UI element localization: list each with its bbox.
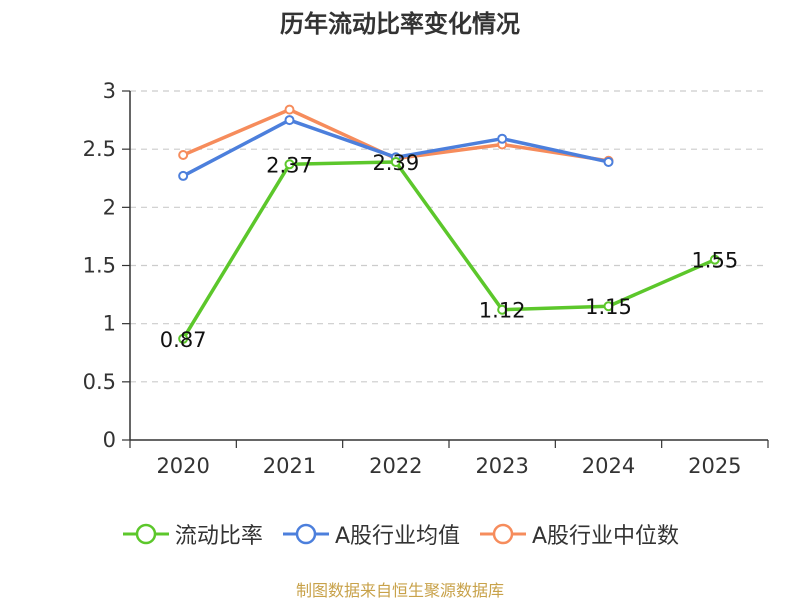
source-note: 制图数据来自恒生聚源数据库 (295, 581, 504, 600)
legend-item-industry-median[interactable]: A股行业中位数 (478, 518, 679, 550)
data-point (390, 156, 401, 167)
legend-marker-current-ratio (122, 523, 169, 545)
data-point (284, 115, 295, 126)
line-chart: 0 0.5 1 1.5 2 2.5 3 2020 2021 2022 2023 2024 2025 0.8… (83, 79, 769, 478)
legend-label-industry-average: A股行业均值 (334, 524, 460, 549)
data-point (284, 159, 295, 170)
data-point (603, 301, 614, 312)
data-point (178, 149, 189, 160)
y-tick-label: 0 (103, 428, 116, 452)
data-point (497, 133, 508, 144)
y-tick-label: 2.5 (83, 137, 116, 161)
x-tick-label: 2024 (582, 454, 635, 478)
x-tick-label: 2025 (688, 454, 741, 478)
x-tick-label: 2021 (263, 454, 316, 478)
x-tick-label: 2023 (475, 454, 528, 478)
data-label: 2.39 (372, 151, 419, 175)
data-label: 1.55 (691, 249, 738, 273)
chart-title: 历年流动比率变化情况 (280, 10, 520, 38)
y-tick-label: 1 (103, 312, 116, 336)
y-tick-label: 0.5 (83, 370, 116, 394)
data-label: 1.12 (479, 299, 526, 323)
data-point (497, 304, 508, 315)
x-tick-label: 2022 (369, 454, 422, 478)
data-point (284, 104, 295, 115)
legend-label-industry-median: A股行业中位数 (532, 524, 680, 549)
legend-marker-industry-median (480, 523, 526, 545)
y-tick-label: 3 (103, 79, 116, 103)
data-label: 1.15 (585, 295, 632, 319)
legend-item-industry-average[interactable]: A股行业均值 (281, 518, 460, 550)
legend-item-current-ratio[interactable]: 流动比率 (121, 518, 263, 550)
y-tick-label: 2 (103, 195, 116, 219)
legend-label-current-ratio: 流动比率 (174, 524, 263, 549)
data-label: 0.87 (160, 328, 207, 352)
x-tick-label: 2020 (156, 454, 209, 478)
y-tick-label: 1.5 (83, 254, 116, 278)
data-point (178, 170, 189, 181)
legend-marker-industry-average (282, 523, 329, 545)
data-point (178, 333, 189, 344)
series-line-0 (181, 160, 716, 340)
legend: 流动比率 A股行业均值 A股行业中位数 (0, 518, 800, 550)
data-label: 2.37 (266, 153, 313, 177)
data-point (603, 156, 614, 167)
data-point (709, 254, 720, 265)
